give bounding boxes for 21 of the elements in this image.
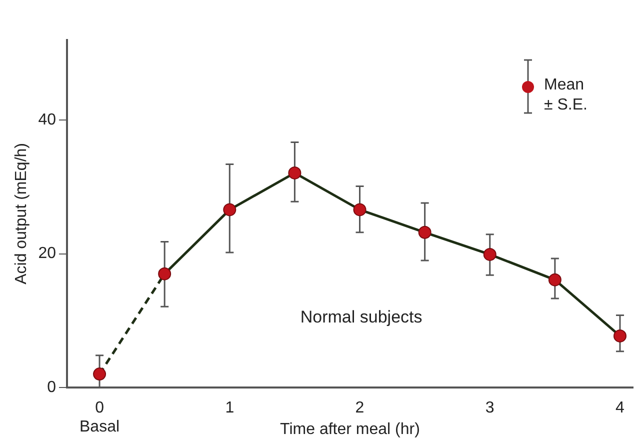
y-tick-label: 20 [38,245,56,262]
point [158,267,172,280]
y-tick-label: 40 [38,112,56,129]
y-tick-label: 0 [47,378,56,396]
legend-label: Mean ± S.E. [544,76,588,114]
point [483,248,496,261]
x-tick-label: 1 [225,399,234,416]
point [613,329,626,342]
x-axis-title: Time after meal (hr) [280,420,420,438]
x-tick-label: 2 [355,399,364,416]
annotation: Normal subjects [300,308,422,327]
point [93,368,106,381]
x-tick-label: 0 Basal [80,399,120,436]
x-tick-label: 4 [616,399,625,416]
point [353,203,366,216]
point [223,203,236,216]
point [548,273,562,286]
x-tick-label: 3 [485,399,494,416]
point [418,226,432,239]
y-axis-title: Acid output (mEq/h) [13,142,30,284]
point [288,166,302,180]
